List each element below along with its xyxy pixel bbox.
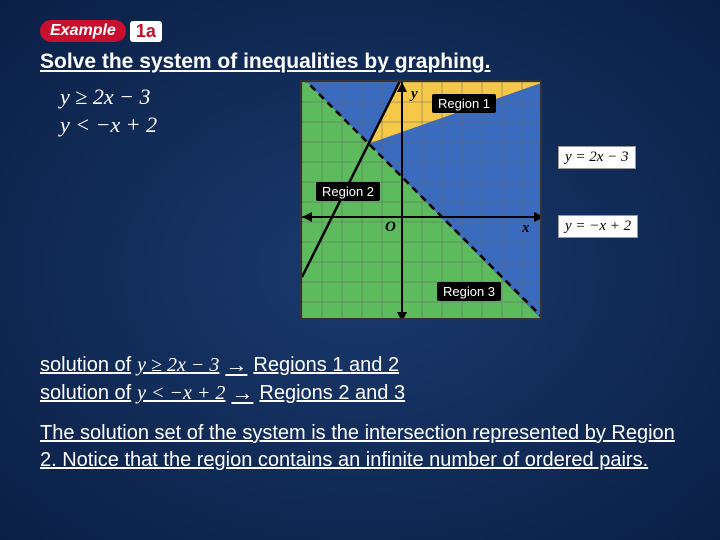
region1-label: Region 1 [432, 94, 496, 113]
eq2-callout: y = −x + 2 [558, 215, 638, 238]
example-number: 1a [130, 21, 162, 42]
origin-label: O [385, 219, 396, 236]
conclusion-text: The solution set of the system is the in… [40, 420, 680, 474]
sol1-prefix: solution of [40, 354, 131, 377]
sol2-prefix: solution of [40, 382, 131, 405]
region3-label: Region 3 [437, 282, 501, 301]
sol2-math: y < −x + 2 [137, 382, 225, 405]
graph: Region 1 Region 2 Region 3 y x O [300, 80, 542, 320]
sol1-result: Regions 1 and 2 [253, 354, 399, 377]
sol2-result: Regions 2 and 3 [259, 382, 405, 405]
example-badge: Example 1a [40, 20, 162, 42]
eq1-callout: y = 2x − 3 [558, 146, 636, 169]
arrow-icon: → [231, 380, 253, 406]
x-axis-label: x [522, 220, 530, 237]
solution-rows: solution of y ≥ 2x − 3 → Regions 1 and 2… [40, 350, 680, 408]
solution-row-1: solution of y ≥ 2x − 3 → Regions 1 and 2 [40, 352, 680, 378]
arrow-icon: → [225, 352, 247, 378]
prompt-text: Solve the system of inequalities by grap… [40, 50, 680, 74]
example-word: Example [40, 20, 126, 42]
solution-row-2: solution of y < −x + 2 → Regions 2 and 3 [40, 380, 680, 406]
y-axis-label: y [411, 86, 418, 103]
sol1-math: y ≥ 2x − 3 [137, 354, 219, 377]
region2-label: Region 2 [316, 182, 380, 201]
graph-container: Region 1 Region 2 Region 3 y x O y = 2x … [300, 80, 542, 320]
